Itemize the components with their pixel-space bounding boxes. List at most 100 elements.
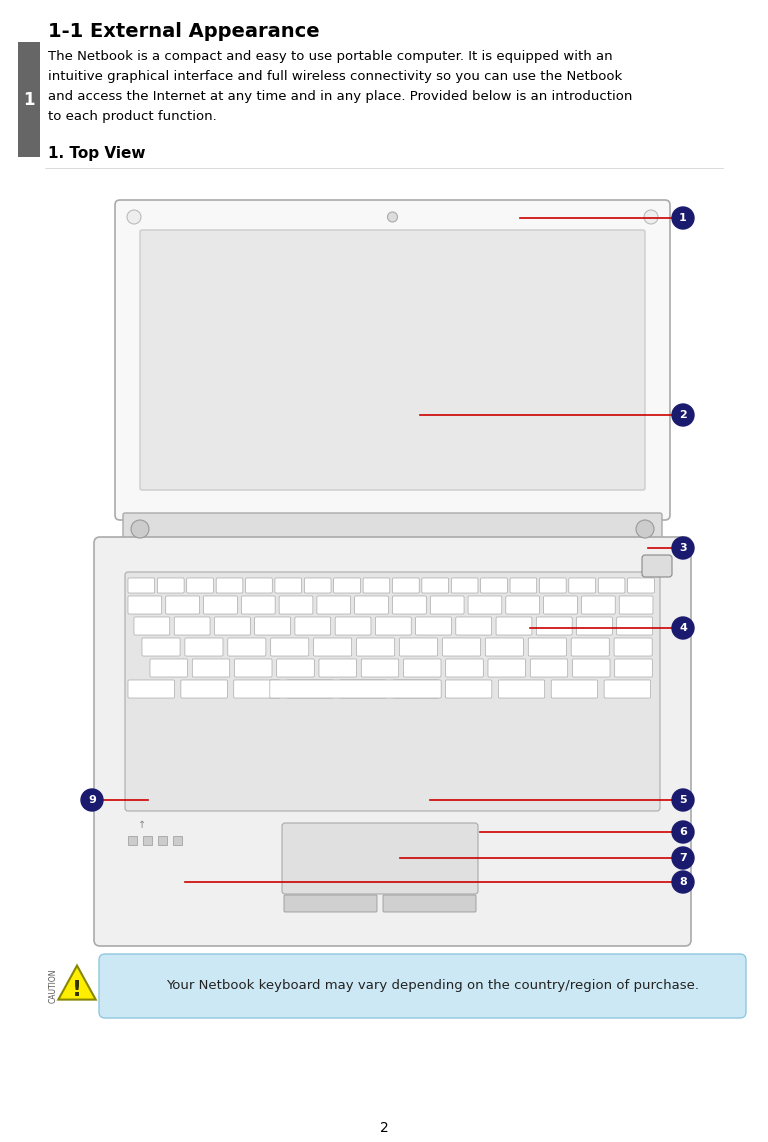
FancyBboxPatch shape	[128, 596, 162, 614]
FancyBboxPatch shape	[319, 659, 356, 677]
FancyBboxPatch shape	[498, 679, 545, 698]
FancyBboxPatch shape	[445, 659, 483, 677]
FancyBboxPatch shape	[617, 617, 653, 635]
FancyBboxPatch shape	[228, 638, 266, 656]
FancyBboxPatch shape	[286, 679, 333, 698]
Text: 1: 1	[679, 214, 687, 223]
FancyBboxPatch shape	[577, 617, 612, 635]
FancyBboxPatch shape	[468, 596, 502, 614]
Circle shape	[672, 847, 694, 869]
FancyBboxPatch shape	[392, 679, 439, 698]
Text: 9: 9	[88, 795, 96, 805]
Circle shape	[672, 617, 694, 640]
Circle shape	[672, 404, 694, 426]
FancyBboxPatch shape	[140, 230, 645, 490]
Polygon shape	[58, 966, 96, 999]
Circle shape	[81, 789, 103, 811]
FancyBboxPatch shape	[581, 596, 615, 614]
FancyBboxPatch shape	[551, 679, 598, 698]
Circle shape	[127, 210, 141, 224]
FancyBboxPatch shape	[422, 578, 449, 593]
FancyBboxPatch shape	[304, 578, 331, 593]
FancyBboxPatch shape	[271, 638, 309, 656]
FancyBboxPatch shape	[619, 596, 653, 614]
FancyBboxPatch shape	[442, 638, 481, 656]
FancyBboxPatch shape	[181, 679, 227, 698]
FancyBboxPatch shape	[216, 578, 243, 593]
FancyBboxPatch shape	[355, 596, 389, 614]
FancyBboxPatch shape	[125, 572, 660, 811]
FancyBboxPatch shape	[275, 578, 302, 593]
Text: and access the Internet at any time and in any place. Provided below is an intro: and access the Internet at any time and …	[48, 90, 632, 103]
FancyBboxPatch shape	[539, 578, 566, 593]
FancyBboxPatch shape	[270, 679, 441, 698]
Text: CAUTION: CAUTION	[48, 968, 58, 1004]
FancyBboxPatch shape	[241, 596, 275, 614]
FancyBboxPatch shape	[166, 596, 200, 614]
Circle shape	[131, 520, 149, 538]
FancyBboxPatch shape	[142, 638, 180, 656]
FancyBboxPatch shape	[642, 555, 672, 577]
Text: 1. Top View: 1. Top View	[48, 146, 145, 161]
Circle shape	[672, 537, 694, 558]
FancyBboxPatch shape	[255, 617, 290, 635]
FancyBboxPatch shape	[604, 679, 650, 698]
FancyBboxPatch shape	[627, 578, 654, 593]
Bar	[158, 836, 167, 845]
FancyBboxPatch shape	[392, 578, 419, 593]
Text: 4: 4	[679, 624, 687, 633]
FancyBboxPatch shape	[510, 578, 537, 593]
FancyBboxPatch shape	[485, 638, 523, 656]
FancyBboxPatch shape	[456, 617, 492, 635]
FancyBboxPatch shape	[99, 954, 746, 1018]
Bar	[143, 836, 152, 845]
FancyBboxPatch shape	[361, 659, 399, 677]
FancyBboxPatch shape	[134, 617, 170, 635]
FancyBboxPatch shape	[214, 617, 250, 635]
FancyBboxPatch shape	[279, 596, 313, 614]
FancyBboxPatch shape	[452, 578, 478, 593]
FancyBboxPatch shape	[488, 659, 525, 677]
FancyBboxPatch shape	[334, 578, 360, 593]
FancyBboxPatch shape	[204, 596, 237, 614]
Circle shape	[672, 871, 694, 893]
Text: 2: 2	[379, 1121, 389, 1135]
Text: 5: 5	[679, 795, 687, 805]
FancyBboxPatch shape	[481, 578, 508, 593]
FancyBboxPatch shape	[528, 638, 566, 656]
FancyBboxPatch shape	[174, 617, 210, 635]
FancyBboxPatch shape	[530, 659, 568, 677]
FancyBboxPatch shape	[317, 596, 351, 614]
FancyBboxPatch shape	[403, 659, 441, 677]
Text: ↑: ↑	[138, 820, 146, 830]
FancyBboxPatch shape	[339, 679, 386, 698]
Text: Your Netbook keyboard may vary depending on the country/region of purchase.: Your Netbook keyboard may vary depending…	[166, 980, 699, 992]
Circle shape	[672, 821, 694, 843]
Bar	[128, 836, 137, 845]
Text: 6: 6	[679, 827, 687, 837]
Circle shape	[636, 520, 654, 538]
FancyBboxPatch shape	[399, 638, 438, 656]
FancyBboxPatch shape	[276, 659, 314, 677]
FancyBboxPatch shape	[392, 596, 426, 614]
Text: to each product function.: to each product function.	[48, 110, 217, 123]
Text: 7: 7	[679, 853, 687, 863]
FancyBboxPatch shape	[376, 617, 411, 635]
FancyBboxPatch shape	[356, 638, 395, 656]
Text: !: !	[72, 980, 82, 1000]
FancyBboxPatch shape	[313, 638, 352, 656]
FancyBboxPatch shape	[571, 638, 609, 656]
FancyBboxPatch shape	[363, 578, 390, 593]
Text: 1: 1	[23, 91, 35, 108]
Circle shape	[388, 212, 398, 222]
FancyBboxPatch shape	[123, 513, 662, 545]
Text: 8: 8	[679, 877, 687, 887]
FancyBboxPatch shape	[94, 537, 691, 946]
Text: 3: 3	[679, 542, 687, 553]
FancyBboxPatch shape	[295, 617, 331, 635]
FancyBboxPatch shape	[536, 617, 572, 635]
FancyBboxPatch shape	[284, 895, 377, 912]
Text: 2: 2	[679, 410, 687, 420]
FancyBboxPatch shape	[383, 895, 476, 912]
FancyBboxPatch shape	[185, 638, 223, 656]
